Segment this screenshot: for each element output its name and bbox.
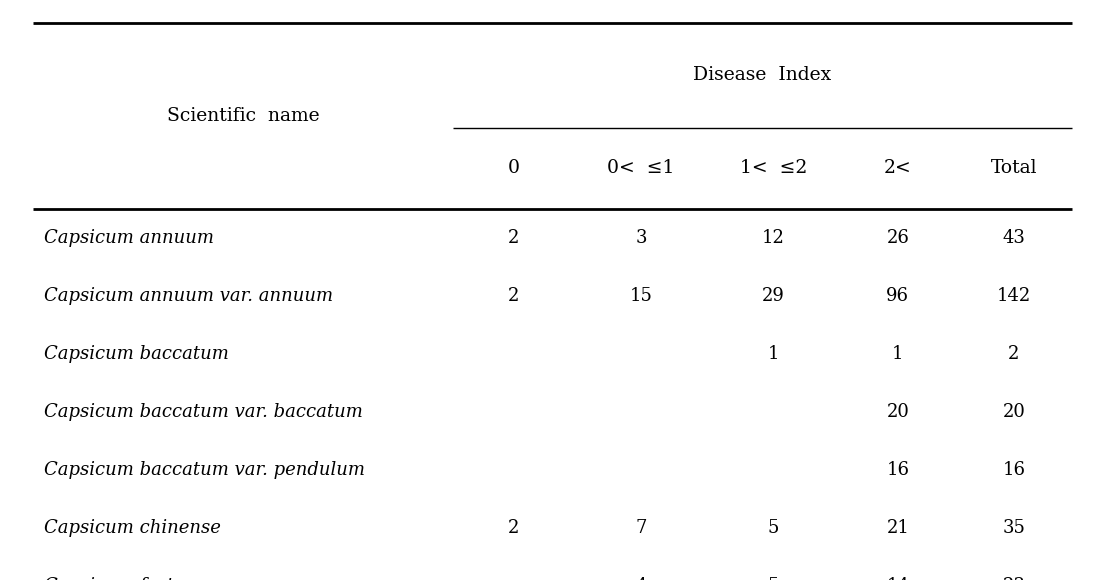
Text: 5: 5 — [768, 577, 779, 580]
Text: 3: 3 — [635, 229, 646, 247]
Text: Scientific  name: Scientific name — [167, 107, 319, 125]
Text: 2: 2 — [508, 287, 519, 305]
Text: 15: 15 — [630, 287, 652, 305]
Text: 1: 1 — [768, 345, 779, 363]
Text: 16: 16 — [1002, 461, 1025, 479]
Text: 2: 2 — [1008, 345, 1020, 363]
Text: 4: 4 — [635, 577, 646, 580]
Text: 0<  ≤1: 0< ≤1 — [608, 159, 674, 177]
Text: 43: 43 — [1002, 229, 1025, 247]
Text: Capsicum chinense: Capsicum chinense — [44, 519, 221, 537]
Text: 20: 20 — [1002, 403, 1025, 421]
Text: 2: 2 — [508, 229, 519, 247]
Text: 142: 142 — [997, 287, 1031, 305]
Text: 16: 16 — [886, 461, 909, 479]
Text: 2<: 2< — [884, 159, 912, 177]
Text: Disease  Index: Disease Index — [693, 66, 832, 85]
Text: 1<  ≤2: 1< ≤2 — [740, 159, 807, 177]
Text: Capsicum frutescens: Capsicum frutescens — [44, 577, 235, 580]
Text: 14: 14 — [886, 577, 909, 580]
Text: 20: 20 — [886, 403, 909, 421]
Text: Capsicum annuum: Capsicum annuum — [44, 229, 214, 247]
Text: Capsicum baccatum var. pendulum: Capsicum baccatum var. pendulum — [44, 461, 365, 479]
Text: 35: 35 — [1002, 519, 1025, 537]
Text: 23: 23 — [1002, 577, 1025, 580]
Text: Capsicum baccatum var. baccatum: Capsicum baccatum var. baccatum — [44, 403, 364, 421]
Text: 26: 26 — [886, 229, 909, 247]
Text: 96: 96 — [886, 287, 909, 305]
Text: 21: 21 — [886, 519, 909, 537]
Text: 5: 5 — [768, 519, 779, 537]
Text: Capsicum baccatum: Capsicum baccatum — [44, 345, 229, 363]
Text: 2: 2 — [508, 519, 519, 537]
Text: Total: Total — [990, 159, 1038, 177]
Text: 29: 29 — [762, 287, 785, 305]
Text: 1: 1 — [892, 345, 904, 363]
Text: 12: 12 — [762, 229, 785, 247]
Text: 0: 0 — [508, 159, 519, 177]
Text: Capsicum annuum var. annuum: Capsicum annuum var. annuum — [44, 287, 334, 305]
Text: 7: 7 — [635, 519, 646, 537]
